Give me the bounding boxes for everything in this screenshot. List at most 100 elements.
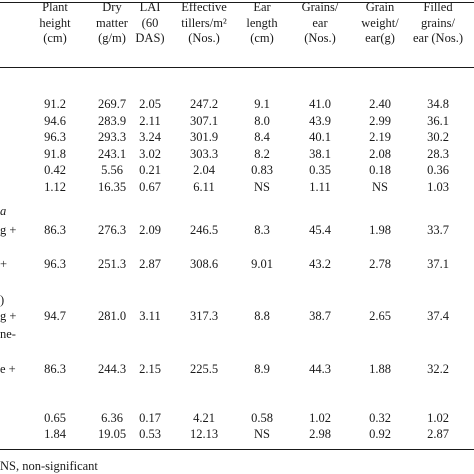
table-cell: 3.24 <box>139 130 161 144</box>
row-label-fragment: g + <box>0 309 17 323</box>
column-header-line: Dry <box>102 0 122 14</box>
column-header-line: DAS) <box>135 31 165 45</box>
table-cell: 0.42 <box>44 163 66 177</box>
column-header: Dry matter (g/m) <box>67 0 157 47</box>
table-cell: 3.02 <box>139 147 161 161</box>
column-header-line: ear(g) <box>365 31 395 45</box>
table-cell: 1.03 <box>427 180 449 194</box>
column-header-line: Ear <box>253 0 271 14</box>
table-cell: 30.2 <box>427 130 449 144</box>
table-cell: NS <box>254 427 270 441</box>
column-header-line: ear (Nos.) <box>413 31 463 45</box>
row-label-fragment: ) <box>0 293 5 307</box>
column-header-line: (g/m) <box>98 31 126 45</box>
table-cell: 94.7 <box>44 309 66 323</box>
column-header: Filled grains/ear (Nos.) <box>393 0 474 47</box>
column-header-line: (Nos.) <box>304 31 336 45</box>
table-cell: 40.1 <box>309 130 331 144</box>
table-cell: 2.40 <box>369 97 391 111</box>
column-header-line: Effective <box>181 0 227 14</box>
table-cell: 19.05 <box>97 427 127 441</box>
column-header: Grain weight/ear(g) <box>335 0 425 47</box>
table-cell: 6.11 <box>193 180 215 194</box>
table-cell: 293.3 <box>97 130 127 144</box>
table-cell: 0.36 <box>427 163 449 177</box>
header-bottom-rule <box>0 67 474 68</box>
table-cell: 2.08 <box>369 147 391 161</box>
column-header-line: Filled <box>423 0 453 14</box>
table-cell: 6.36 <box>101 411 123 425</box>
table-cell: 244.3 <box>97 362 127 376</box>
table-cell: 2.99 <box>369 114 391 128</box>
column-header: LAI (60 DAS) <box>105 0 195 47</box>
column-header-line: length <box>246 15 278 30</box>
row-label-fragment: g + <box>0 223 17 237</box>
table-cell: 33.7 <box>427 223 449 237</box>
column-header-line: (cm) <box>250 31 274 45</box>
table-cell: 8.4 <box>254 130 270 144</box>
table-cell: 86.3 <box>44 362 66 376</box>
table-cell: 2.11 <box>139 114 161 128</box>
column-header: Plant height (cm) <box>10 0 100 47</box>
table-cell: 44.3 <box>309 362 331 376</box>
table-bottom-rule <box>0 449 474 450</box>
table-cell: 301.9 <box>189 130 219 144</box>
row-label-fragment: ne- <box>0 327 16 341</box>
table-cell: 1.11 <box>309 180 331 194</box>
table-cell: 38.1 <box>309 147 331 161</box>
table-cell: 1.02 <box>309 411 331 425</box>
table-cell: 8.8 <box>254 309 270 323</box>
table-cell: 0.18 <box>369 163 391 177</box>
table-cell: 43.9 <box>309 114 331 128</box>
table-cell: 28.3 <box>427 147 449 161</box>
table-cell: 8.0 <box>254 114 270 128</box>
table-cell: 2.15 <box>139 362 161 376</box>
table-cell: 0.35 <box>309 163 331 177</box>
table-cell: 91.8 <box>44 147 66 161</box>
column-header: Effective tillers/m² (Nos.) <box>159 0 249 47</box>
table-cell: 0.17 <box>139 411 161 425</box>
table-cell: 0.83 <box>251 163 273 177</box>
column-header-line: height <box>39 15 71 30</box>
table-cell: 317.3 <box>189 309 219 323</box>
table-cell: 1.02 <box>427 411 449 425</box>
table-cell: 0.65 <box>44 411 66 425</box>
table-cell: 2.19 <box>369 130 391 144</box>
footnote: NS, non-significant <box>0 459 98 473</box>
table-cell: 34.8 <box>427 97 449 111</box>
table-cell: 96.3 <box>44 130 66 144</box>
table-cell: 0.21 <box>139 163 161 177</box>
table-cell: 5.56 <box>101 163 123 177</box>
table-cell: 1.88 <box>369 362 391 376</box>
column-header-line: Grain <box>365 0 395 14</box>
table-cell: 276.3 <box>97 223 127 237</box>
column-header-line: matter <box>96 15 128 30</box>
column-header: Grains/ear (Nos.) <box>275 0 365 47</box>
table-cell: 86.3 <box>44 223 66 237</box>
table-cell: 281.0 <box>97 309 127 323</box>
table-cell: 2.78 <box>369 257 391 271</box>
table-cell: NS <box>254 180 270 194</box>
table-cell: 2.04 <box>193 163 215 177</box>
table-cell: 9.01 <box>251 257 273 271</box>
table-cell: 8.3 <box>254 223 270 237</box>
table-cell: 243.1 <box>97 147 127 161</box>
table-cell: 1.98 <box>369 223 391 237</box>
table-cell: 0.53 <box>139 427 161 441</box>
table-cell: 269.7 <box>97 97 127 111</box>
table-cell: 37.4 <box>427 309 449 323</box>
table-cell: 0.92 <box>369 427 391 441</box>
table-cell: 2.09 <box>139 223 161 237</box>
row-label-fragment: a <box>0 204 7 218</box>
table-cell: 4.21 <box>193 411 215 425</box>
table-cell: 45.4 <box>309 223 331 237</box>
table-cell: 2.65 <box>369 309 391 323</box>
table-cell: 2.87 <box>427 427 449 441</box>
table-cell: 0.67 <box>139 180 161 194</box>
table-cell: 307.1 <box>189 114 219 128</box>
table-cell: 9.1 <box>254 97 270 111</box>
table-cell: 1.12 <box>44 180 66 194</box>
table-cell: 94.6 <box>44 114 66 128</box>
table-cell: 91.2 <box>44 97 66 111</box>
table-cell: 96.3 <box>44 257 66 271</box>
